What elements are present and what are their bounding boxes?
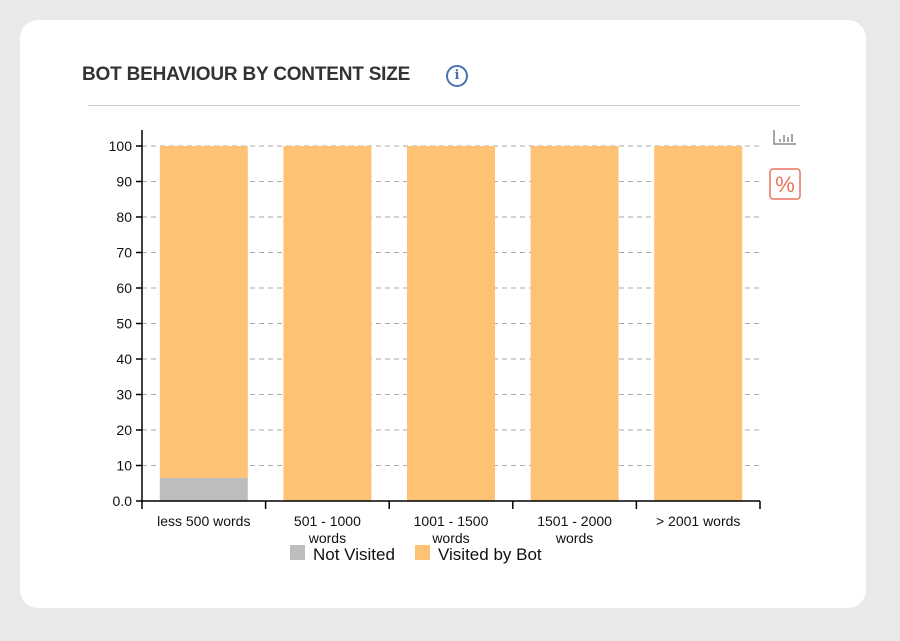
y-tick-label: 70 [116, 245, 132, 261]
x-tick-label: words [308, 530, 346, 546]
chart-title: BOT BEHAVIOUR BY CONTENT SIZE [82, 64, 411, 85]
percent-icon[interactable]: % [769, 168, 801, 200]
x-tick-label: less 500 words [157, 513, 250, 529]
legend-label: Visited by Bot [438, 545, 542, 564]
y-tick-label: 30 [116, 387, 132, 403]
info-icon[interactable]: i [446, 65, 468, 87]
bar-segment [283, 146, 372, 501]
bar-segment [407, 146, 495, 501]
bar-segment [530, 146, 619, 501]
y-tick-label: 20 [116, 422, 132, 438]
legend-swatch [415, 545, 430, 560]
x-tick-label: 501 - 1000 [294, 513, 361, 529]
x-tick-label: 1501 - 2000 [537, 513, 612, 529]
divider [88, 105, 800, 106]
y-tick-label: 50 [116, 316, 132, 332]
y-tick-label: 60 [116, 280, 132, 296]
x-tick-label: words [431, 530, 469, 546]
bar-segment [654, 146, 743, 501]
y-tick-label: 10 [116, 458, 132, 474]
x-tick-label: words [555, 530, 593, 546]
y-tick-label: 100 [109, 138, 133, 154]
bar-segment [159, 146, 248, 478]
x-tick-label: 1001 - 1500 [414, 513, 489, 529]
y-tick-label: 40 [116, 351, 132, 367]
y-tick-label: 0.0 [113, 493, 133, 509]
x-tick-label: > 2001 words [656, 513, 740, 529]
legend-label: Not Visited [313, 545, 395, 564]
y-tick-label: 90 [116, 174, 132, 190]
bar-chart-icon[interactable] [772, 128, 798, 148]
svg-text:%: % [775, 172, 795, 197]
bar-segment [159, 477, 248, 501]
legend-swatch [290, 545, 305, 560]
y-tick-label: 80 [116, 209, 132, 225]
